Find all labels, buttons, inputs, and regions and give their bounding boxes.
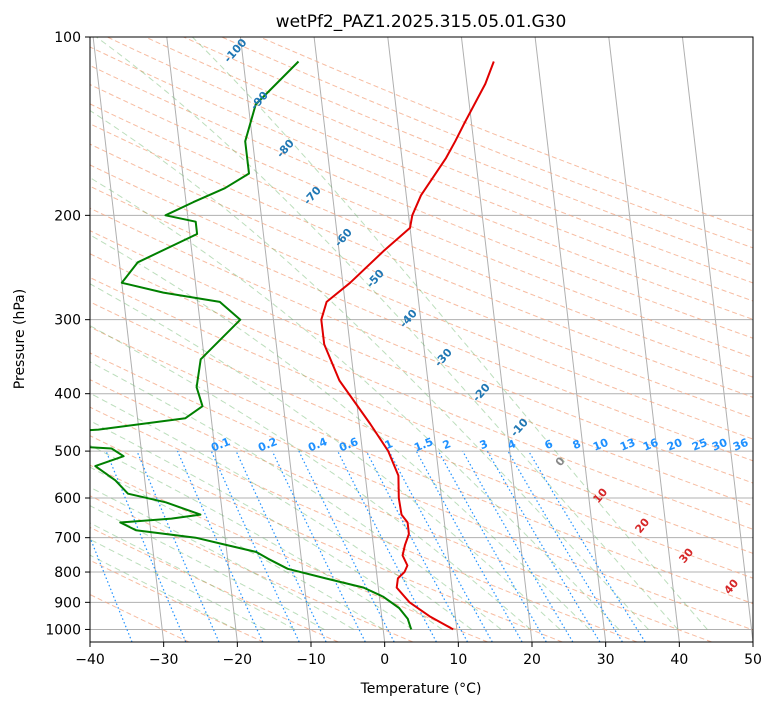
x-tick-label: −20 — [223, 652, 253, 668]
mixing-ratio-line — [388, 450, 493, 642]
dry-adiabat — [259, 37, 753, 232]
x-tick-label: 10 — [449, 652, 467, 668]
dry-adiabat — [90, 526, 339, 642]
dry-adiabat — [90, 464, 488, 642]
x-tick-label: −10 — [296, 652, 326, 668]
moist-adiabat — [90, 234, 590, 630]
y-tick-label: 500 — [54, 444, 81, 460]
dry-adiabat — [145, 37, 753, 284]
mixing-ratio-line — [486, 450, 601, 642]
y-tick-label: 200 — [54, 208, 81, 224]
mixing-ratio-line — [210, 450, 300, 642]
moist-adiabat — [90, 466, 384, 630]
dry-adiabat — [90, 326, 753, 605]
moist-adiabat — [90, 420, 443, 630]
dry-adiabat — [90, 230, 753, 507]
mixing-ratio-line — [437, 450, 547, 642]
moist-adiabat — [90, 554, 237, 630]
mixing-ratio-line — [271, 450, 366, 642]
mixing-ratio-label: 8 — [571, 437, 583, 452]
mixing-ratio-line — [136, 450, 220, 642]
moist-adiabat — [90, 283, 561, 630]
moist-adiabat — [90, 361, 502, 630]
temperature-profile-line — [320, 61, 495, 631]
dry-adiabat — [90, 143, 753, 419]
y-tick-label: 300 — [54, 313, 81, 329]
moist-adiabat — [90, 109, 649, 630]
mixing-ratio-label: 36 — [731, 436, 750, 454]
mixing-ratio-label: 20 — [665, 436, 684, 454]
x-tick-label: 50 — [744, 652, 762, 668]
x-axis-label: Temperature (°C) — [360, 681, 482, 697]
moist-adiabat — [90, 325, 531, 630]
moist-adiabat — [90, 538, 266, 630]
y-tick-label: 400 — [54, 387, 81, 403]
mixing-ratio-line — [462, 450, 574, 642]
plot-frame — [89, 36, 754, 643]
isotherm — [92, 37, 165, 642]
mixing-ratio-line — [235, 450, 327, 642]
mixing-ratio-label: 13 — [618, 436, 637, 454]
dry-adiabat — [90, 103, 753, 378]
dry-adiabat — [90, 495, 414, 642]
y-tick-label: 700 — [54, 531, 81, 547]
mixing-ratio-label: 3 — [478, 437, 490, 452]
isotherm — [681, 37, 753, 642]
mixing-ratio-label: 2 — [441, 437, 453, 452]
x-tick-label: 30 — [597, 652, 615, 668]
mixing-ratio-line — [365, 450, 469, 642]
mixing-ratio-line — [507, 450, 623, 642]
y-tick-label: 800 — [54, 565, 81, 581]
dry-adiabat — [90, 164, 753, 440]
mixing-ratio-line — [176, 450, 264, 642]
mixing-ratio-label: 16 — [641, 436, 660, 454]
moist-adiabat — [90, 486, 354, 630]
dry-adiabat — [90, 276, 753, 554]
dry-adiabat — [90, 185, 753, 462]
mixing-ratio-label: 25 — [690, 436, 709, 454]
mixing-ratio-label: 30 — [710, 436, 729, 454]
mixing-ratio-label: 1 — [383, 437, 395, 452]
y-tick-label: 600 — [54, 491, 81, 507]
y-axis-label: Pressure (hPa) — [12, 289, 28, 389]
dry-adiabat — [90, 64, 753, 339]
dry-adiabat — [90, 207, 753, 484]
dry-adiabat — [90, 253, 753, 530]
x-tick-label: −30 — [149, 652, 179, 668]
isotherm — [166, 37, 238, 642]
dry-adiabat — [183, 37, 753, 266]
chart-title: wetPf2_PAZ1.2025.315.05.01.G30 — [276, 12, 567, 32]
dewpoint-profile-line — [90, 60, 413, 630]
x-tick-label: −40 — [75, 652, 105, 668]
isotherm — [387, 37, 459, 642]
dry-adiabat — [90, 301, 753, 579]
isotherm — [534, 37, 607, 642]
mixing-ratio-line — [528, 450, 646, 642]
x-tick-label: 40 — [670, 652, 688, 668]
y-tick-label: 900 — [54, 595, 81, 611]
moist-adiabat — [90, 392, 472, 630]
isotherm — [313, 37, 386, 642]
moist-adiabat — [96, 37, 679, 630]
dry-adiabat — [90, 123, 753, 398]
mixing-ratio-line — [415, 450, 523, 642]
y-tick-label: 100 — [54, 30, 81, 46]
x-tick-label: 20 — [523, 652, 541, 668]
dry-adiabat — [221, 37, 753, 249]
x-tick-label: 0 — [380, 652, 389, 668]
dry-adiabat — [90, 83, 753, 359]
y-tick-label: 1000 — [45, 622, 81, 638]
moist-adiabat — [192, 37, 708, 630]
mixing-ratio-label: 10 — [591, 436, 610, 454]
isotherm — [608, 37, 680, 642]
